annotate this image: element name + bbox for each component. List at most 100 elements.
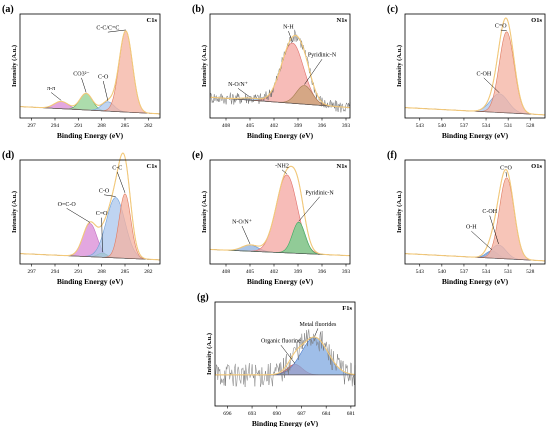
x-axis-label: Binding Energy (eV) xyxy=(57,131,124,140)
x-axis-label: Binding Energy (eV) xyxy=(247,277,314,286)
plot-frame xyxy=(404,159,546,265)
y-axis-label: Intensity (A.u.) xyxy=(11,191,18,233)
y-axis-label: Intensity (A.u.) xyxy=(396,45,403,87)
x-tick-label: 396 xyxy=(318,123,327,129)
x-tick-label: 690 xyxy=(273,411,282,417)
x-tick-label: 408 xyxy=(222,269,231,275)
x-tick-label: 393 xyxy=(342,269,351,275)
peak-label: CO3²⁻ xyxy=(73,71,89,77)
annotation-leader xyxy=(107,29,126,33)
annotation-leader xyxy=(103,194,116,197)
panel-label: (e) xyxy=(192,150,203,161)
annotation-leader xyxy=(101,217,103,253)
panel-c: 543 540 537 534 531 528 Binding Energy (eV) Int… xyxy=(387,4,546,140)
x-tick-label: 537 xyxy=(460,123,469,129)
spectrum-region-label: C1s xyxy=(147,17,158,24)
x-tick-label: 396 xyxy=(318,269,327,275)
x-axis-label: Binding Energy (eV) xyxy=(247,131,314,140)
x-tick-label: 534 xyxy=(482,123,491,129)
x-tick-label: 405 xyxy=(246,123,255,129)
annotation-leader xyxy=(314,328,319,337)
annotation-leader xyxy=(281,169,287,175)
x-axis-label: Binding Energy (eV) xyxy=(57,277,124,286)
peak-label: Pyridinic-N xyxy=(308,53,337,59)
spectrum-region-label: O1s xyxy=(531,163,542,170)
plot-frame xyxy=(19,159,161,265)
peak-label: C-OH xyxy=(477,71,492,77)
x-tick-label: 285 xyxy=(121,123,130,129)
peak-label: C-O xyxy=(99,188,110,194)
x-tick-label: 297 xyxy=(28,123,37,129)
envelope-line xyxy=(19,30,161,115)
x-tick-label: 528 xyxy=(526,123,535,129)
spectrum-region-label: N1s xyxy=(337,17,348,24)
peak-label: C-C xyxy=(112,165,122,171)
annotation-leader xyxy=(500,29,507,32)
panel-label: (b) xyxy=(192,4,204,15)
peak-label: -NH2 xyxy=(275,163,289,169)
panel-label: (c) xyxy=(387,4,398,15)
peak-label: C-OH xyxy=(482,209,497,215)
annotation-leader xyxy=(280,344,296,364)
envelope-line xyxy=(215,336,356,376)
plot-frame xyxy=(209,13,351,119)
plot-frame xyxy=(404,13,546,119)
spectrum-region-label: C1s xyxy=(147,163,158,170)
envelope-line xyxy=(19,152,161,261)
x-tick-label: 684 xyxy=(322,411,331,417)
peak-label: Organic fluorine xyxy=(261,338,301,345)
x-tick-label: 291 xyxy=(74,269,83,275)
experimental-line xyxy=(214,329,356,388)
x-tick-label: 393 xyxy=(342,123,351,129)
experimental-line xyxy=(404,169,546,262)
peak-label: C=O xyxy=(96,211,108,217)
peak-label: C=O xyxy=(500,165,512,171)
x-tick-label: 531 xyxy=(504,269,513,275)
annotation-leader xyxy=(304,59,323,85)
envelope-line xyxy=(404,168,546,262)
x-tick-label: 528 xyxy=(526,269,535,275)
panel-f: 543 540 537 534 531 528 Binding Energy (eV) Int… xyxy=(387,150,546,286)
annotation-leader xyxy=(81,77,87,93)
plot-frame xyxy=(19,13,161,119)
x-tick-label: 693 xyxy=(248,411,257,417)
peak-label: O-H xyxy=(466,225,477,231)
plot-frame xyxy=(209,159,351,265)
x-axis-label: Binding Energy (eV) xyxy=(442,277,509,286)
panel-a: 297 294 291 288 285 282 Binding Energy (eV) Int… xyxy=(2,4,161,140)
x-tick-label: 534 xyxy=(482,269,491,275)
x-tick-label: 294 xyxy=(51,123,60,129)
spectrum-region-label: N1s xyxy=(337,163,348,170)
panel-d: 297 294 291 288 285 282 Binding Energy (eV) Int… xyxy=(2,150,161,286)
component-peak-2 xyxy=(404,177,546,262)
x-tick-label: 687 xyxy=(297,411,306,417)
x-axis-label: Binding Energy (eV) xyxy=(442,131,509,140)
panel-e: 408 405 402 399 396 393 Binding Energy (eV) Int… xyxy=(192,150,351,286)
peak-label: Metal fluorides xyxy=(300,321,337,328)
x-tick-label: 531 xyxy=(504,123,513,129)
spectrum-region-label: F1s xyxy=(342,305,352,312)
x-tick-label: 537 xyxy=(460,269,469,275)
envelope-line xyxy=(404,17,546,116)
panel-label: (d) xyxy=(2,150,14,161)
x-tick-label: 294 xyxy=(51,269,60,275)
x-tick-label: 291 xyxy=(74,123,83,129)
x-tick-label: 297 xyxy=(28,269,37,275)
annotation-leader xyxy=(471,230,493,251)
y-axis-label: Intensity (A.u.) xyxy=(396,191,403,233)
peak-label: C=O xyxy=(495,24,507,30)
x-tick-label: 402 xyxy=(270,123,279,129)
x-tick-label: 696 xyxy=(223,411,232,417)
panel-label: (a) xyxy=(2,4,14,15)
x-tick-label: 543 xyxy=(416,269,425,275)
peak-label: N-H xyxy=(283,25,294,31)
peak-label: C-C/C=C xyxy=(96,26,119,32)
annotation-leader xyxy=(102,80,109,101)
x-tick-label: 540 xyxy=(438,269,447,275)
x-tick-label: 405 xyxy=(246,269,255,275)
panel-label: (g) xyxy=(197,292,209,303)
experimental-line xyxy=(404,17,546,116)
annotation-leader xyxy=(298,196,320,222)
x-tick-label: 402 xyxy=(270,269,279,275)
